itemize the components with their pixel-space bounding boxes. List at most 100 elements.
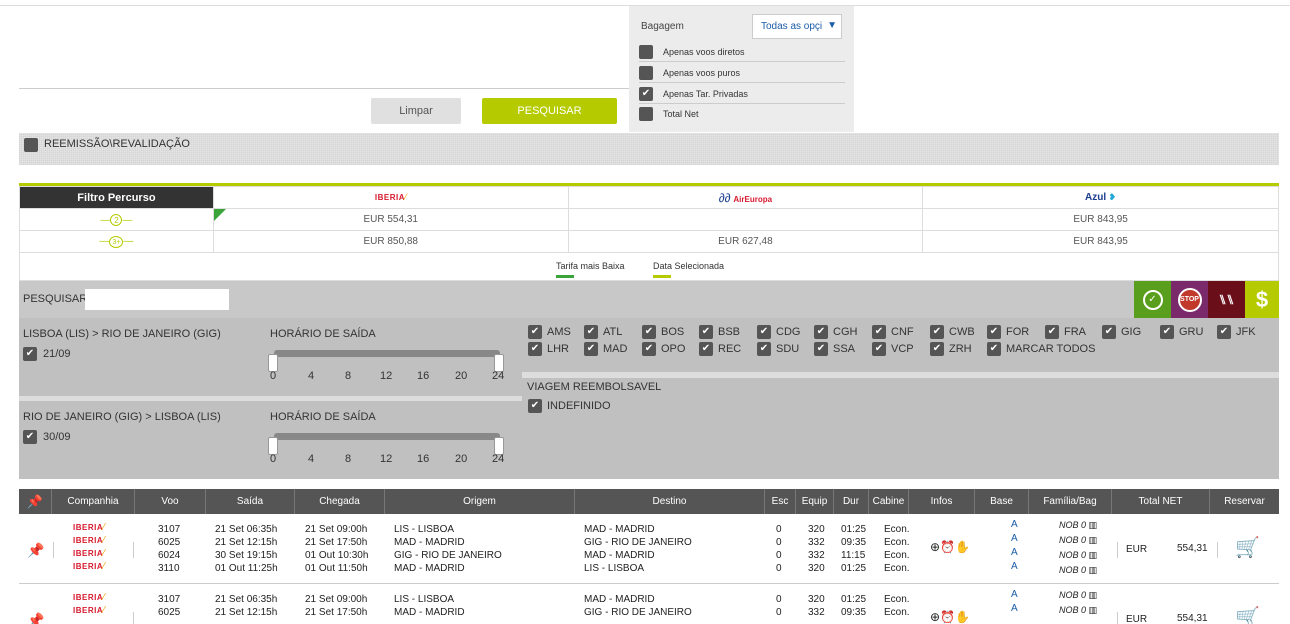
checkbox-checked[interactable]: ✔ (1102, 325, 1116, 339)
select-all-airports[interactable]: ✔ MARCAR TODOS (987, 342, 1095, 356)
checkbox-checked[interactable]: ✔ (584, 342, 598, 356)
airport-option[interactable]: ✔ SSA (814, 342, 855, 356)
checkbox-checked[interactable]: ✔ (987, 342, 1001, 356)
checkbox-checked[interactable]: ✔ (872, 325, 886, 339)
search-button[interactable]: PESQUISAR (482, 98, 617, 124)
price-cell[interactable]: EUR 843,95 (922, 208, 1279, 231)
col-total-net[interactable]: Total NET (1112, 489, 1210, 514)
checkbox[interactable] (639, 44, 653, 59)
checkbox-checked[interactable]: ✔ (872, 342, 886, 356)
checkbox-checked[interactable]: ✔ (1160, 325, 1174, 339)
col-stops[interactable]: Esc (765, 489, 796, 514)
airport-option[interactable]: ✔ CDG (757, 325, 800, 339)
checkbox-checked[interactable]: ✔ (930, 342, 944, 356)
date-option[interactable]: ✔ 21/09 (23, 347, 71, 361)
checkbox-checked[interactable]: ✔ (699, 325, 713, 339)
cart-icon[interactable]: 🛒 (1235, 607, 1260, 624)
checkbox-checked[interactable]: ✔ (642, 342, 656, 356)
price-cell[interactable]: EUR 850,88 (212, 230, 569, 253)
date-option[interactable]: ✔ 30/09 (23, 430, 71, 444)
airport-option[interactable]: ✔ GIG (1102, 325, 1141, 339)
col-cabin[interactable]: Cabine (869, 489, 909, 514)
price-cell[interactable] (567, 208, 924, 231)
dollar-icon[interactable]: $ (1245, 281, 1279, 318)
departure-time-slider[interactable] (274, 433, 500, 440)
reemissao-row[interactable]: REEMISSÃO\REVALIDAÇÃO (19, 133, 1279, 165)
airline-aireuropa[interactable]: ∂∂ AirEuropa (567, 186, 924, 209)
airport-option[interactable]: ✔ FRA (1045, 325, 1086, 339)
slider-handle-min[interactable] (268, 437, 278, 455)
pin-icon[interactable]: 📌 (27, 542, 45, 558)
checkbox-checked[interactable]: ✔ (23, 347, 37, 361)
col-base[interactable]: Base (975, 489, 1029, 514)
col-departure[interactable]: Saída (206, 489, 295, 514)
checkbox-checked[interactable]: ✔ (987, 325, 1001, 339)
checkbox-checked[interactable]: ✔ (528, 325, 542, 339)
airport-option[interactable]: ✔ LHR (528, 342, 569, 356)
slider-handle-max[interactable] (494, 437, 504, 455)
col-arrival[interactable]: Chegada (295, 489, 385, 514)
checkbox-checked[interactable]: ✔ (757, 342, 771, 356)
checkbox-checked[interactable]: ✔ (1217, 325, 1231, 339)
price-cell[interactable]: EUR 554,31 (212, 208, 569, 231)
result-row[interactable]: 📌 IBERIA⁄ IBERIA⁄ 3107 6025 21 Set 06:35h… (19, 588, 1279, 624)
clear-button[interactable]: Limpar (371, 98, 461, 124)
airport-option[interactable]: ✔ SDU (757, 342, 799, 356)
slider-handle-max[interactable] (494, 354, 504, 372)
checkbox-checked[interactable]: ✔ (639, 86, 653, 101)
price-cell[interactable]: EUR 843,95 (922, 230, 1279, 253)
checkbox-checked[interactable]: ✔ (814, 342, 828, 356)
checkbox-checked[interactable]: ✔ (642, 325, 656, 339)
airport-option[interactable]: ✔ GRU (1160, 325, 1203, 339)
pin-icon[interactable]: 📌 (19, 489, 52, 514)
checkbox-checked[interactable]: ✔ (757, 325, 771, 339)
info-icons[interactable]: ⊕⏰✋ (930, 611, 970, 624)
col-book[interactable]: Reservar (1224, 496, 1265, 507)
stops-2[interactable]: —2— (19, 208, 214, 231)
search-input[interactable] (85, 289, 229, 310)
col-duration[interactable]: Dur (834, 489, 869, 514)
airport-option[interactable]: ✔ ATL (584, 325, 622, 339)
slider-handle-min[interactable] (268, 354, 278, 372)
airport-option[interactable]: ✔ BOS (642, 325, 684, 339)
airport-option[interactable]: ✔ CGH (814, 325, 857, 339)
pin-icon[interactable]: 📌 (27, 612, 45, 624)
result-row[interactable]: 📌 IBERIA⁄ IBERIA⁄ IBERIA⁄ IBERIA⁄ 3107 60… (19, 518, 1279, 584)
checkbox[interactable] (24, 138, 38, 152)
airport-option[interactable]: ✔ REC (699, 342, 741, 356)
airport-option[interactable]: ✔ MAD (584, 342, 627, 356)
checkbox-checked[interactable]: ✔ (528, 342, 542, 356)
airport-option[interactable]: ✔ VCP (872, 342, 914, 356)
airport-option[interactable]: ✔ JFK (1217, 325, 1256, 339)
airline-azul[interactable]: Azul ❥ (922, 186, 1279, 209)
checkbox-checked[interactable]: ✔ (23, 430, 37, 444)
private-fares-option[interactable]: ✔ Apenas Tar. Privadas (639, 84, 845, 104)
checkbox[interactable] (639, 65, 653, 80)
seats-icon[interactable]: ⑊⑊ (1208, 281, 1245, 318)
total-net-option[interactable]: Total Net (639, 104, 845, 124)
airport-option[interactable]: ✔ FOR (987, 325, 1029, 339)
stops-3plus[interactable]: —3+ — (19, 230, 214, 253)
col-airline[interactable]: Companhia (52, 489, 135, 514)
airport-option[interactable]: ✔ OPO (642, 342, 685, 356)
col-infos[interactable]: Infos (909, 489, 975, 514)
clock-icon[interactable]: ✓ (1134, 281, 1171, 318)
departure-time-slider[interactable] (274, 350, 500, 357)
col-family-bag[interactable]: Família/Bag (1029, 489, 1112, 514)
baggage-select[interactable]: Todas as opçi ▼ (752, 14, 842, 39)
direct-flights-option[interactable]: Apenas voos diretos (639, 42, 845, 62)
checkbox-checked[interactable]: ✔ (930, 325, 944, 339)
airport-option[interactable]: ✔ AMS (528, 325, 571, 339)
stop-icon[interactable]: STOP (1171, 281, 1208, 318)
airline-iberia[interactable]: IBERIA⁄ (212, 186, 569, 209)
airport-option[interactable]: ✔ CWB (930, 325, 975, 339)
checkbox-checked[interactable]: ✔ (814, 325, 828, 339)
checkbox[interactable] (639, 107, 653, 121)
price-cell[interactable]: EUR 627,48 (567, 230, 924, 253)
col-origin[interactable]: Origem (385, 489, 575, 514)
checkbox-checked[interactable]: ✔ (699, 342, 713, 356)
col-flight[interactable]: Voo (135, 489, 206, 514)
checkbox-checked[interactable]: ✔ (528, 399, 542, 413)
refundable-option[interactable]: ✔ INDEFINIDO (528, 399, 611, 413)
pure-flights-option[interactable]: Apenas voos puros (639, 63, 845, 83)
